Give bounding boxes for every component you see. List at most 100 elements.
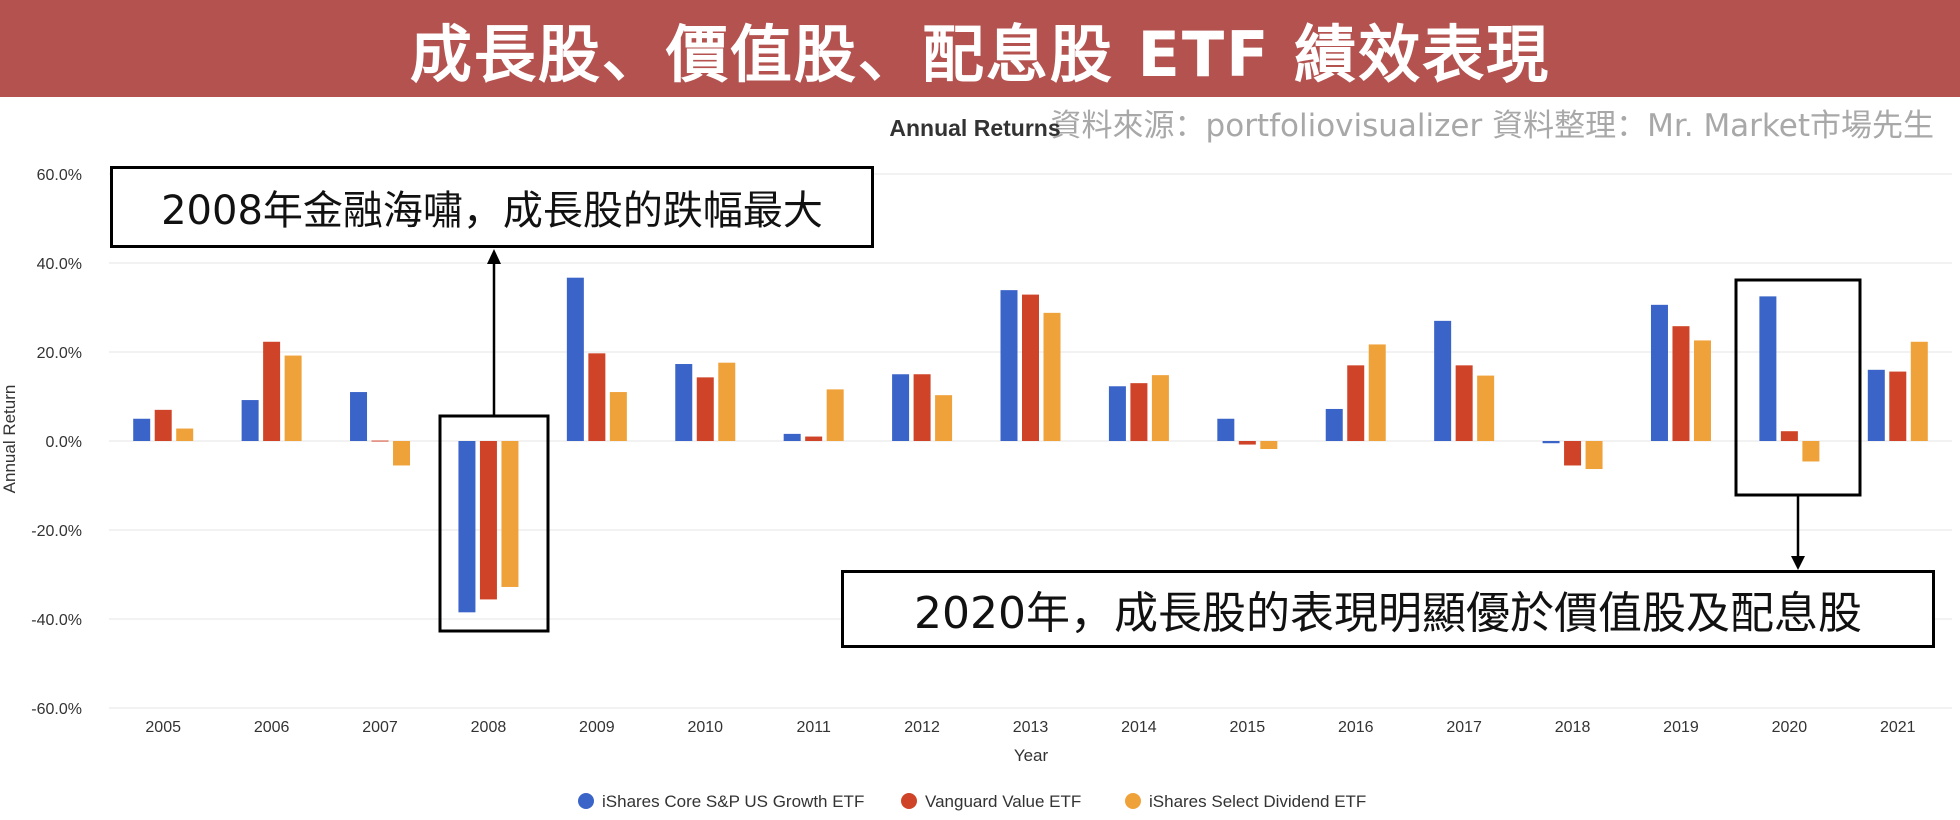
bar-2009-series-2[interactable] bbox=[588, 353, 606, 441]
bar-2008-series-2[interactable] bbox=[479, 441, 497, 600]
bar-2010-series-1[interactable] bbox=[675, 364, 693, 441]
bar-2021-series-2[interactable] bbox=[1889, 371, 1907, 441]
x-axis-label: Year bbox=[1014, 746, 1049, 765]
bar-2015-series-1[interactable] bbox=[1217, 418, 1235, 441]
y-tick-label: -40.0% bbox=[31, 612, 82, 629]
legend[interactable]: iShares Core S&P US Growth ETF Vanguard V… bbox=[578, 792, 1366, 811]
bar-2007-series-3[interactable] bbox=[393, 441, 411, 466]
x-tick-label: 2005 bbox=[145, 719, 181, 736]
bar-2020-series-3[interactable] bbox=[1802, 441, 1820, 462]
bar-2009-series-1[interactable] bbox=[566, 277, 584, 441]
bar-2018-series-3[interactable] bbox=[1585, 441, 1603, 470]
y-tick-label: 60.0% bbox=[37, 167, 82, 184]
title-banner: 成長股、價值股、配息股 ETF 績效表現 bbox=[0, 0, 1960, 97]
bar-2020-series-2[interactable] bbox=[1780, 431, 1798, 441]
y-tick-label: -20.0% bbox=[31, 523, 82, 540]
x-tick-label: 2014 bbox=[1121, 719, 1157, 736]
bar-2008-series-3[interactable] bbox=[501, 441, 519, 587]
bar-2013-series-2[interactable] bbox=[1022, 294, 1039, 441]
y-axis-label: Annual Return bbox=[0, 385, 19, 494]
page-title: 成長股、價值股、配息股 ETF 績效表現 bbox=[409, 17, 1551, 91]
legend-marker bbox=[578, 793, 594, 809]
legend-item-3[interactable]: iShares Select Dividend ETF bbox=[1125, 792, 1366, 811]
bar-2017-series-1[interactable] bbox=[1434, 320, 1452, 441]
bar-2016-series-2[interactable] bbox=[1347, 365, 1365, 441]
x-tick-label: 2010 bbox=[687, 719, 723, 736]
x-tick-label: 2020 bbox=[1772, 719, 1808, 736]
highlight-box-2020 bbox=[1734, 278, 1862, 497]
bar-2018-series-1[interactable] bbox=[1542, 441, 1560, 444]
x-tick-label: 2012 bbox=[904, 719, 940, 736]
bar-2006-series-2[interactable] bbox=[263, 341, 281, 441]
bar-2012-series-2[interactable] bbox=[913, 374, 931, 441]
bar-2011-series-2[interactable] bbox=[805, 436, 823, 441]
bar-2007-series-1[interactable] bbox=[350, 392, 368, 441]
bar-2006-series-3[interactable] bbox=[284, 355, 302, 441]
legend-label: iShares Core S&P US Growth ETF bbox=[602, 792, 864, 811]
x-tick-label: 2019 bbox=[1663, 719, 1699, 736]
legend-label: Vanguard Value ETF bbox=[925, 792, 1081, 811]
bar-2005-series-3[interactable] bbox=[176, 428, 194, 441]
bar-2018-series-2[interactable] bbox=[1564, 441, 1582, 466]
legend-label: iShares Select Dividend ETF bbox=[1149, 792, 1366, 811]
bar-2019-series-1[interactable] bbox=[1650, 304, 1668, 441]
bars bbox=[133, 277, 1928, 613]
arrow-head-2008 bbox=[487, 249, 501, 264]
x-tick-label: 2011 bbox=[796, 719, 831, 736]
bar-2015-series-3[interactable] bbox=[1260, 441, 1278, 450]
legend-item-1[interactable]: iShares Core S&P US Growth ETF bbox=[578, 792, 864, 811]
bar-2014-series-3[interactable] bbox=[1151, 375, 1169, 441]
x-tick-label: 2013 bbox=[1013, 719, 1049, 736]
bar-2012-series-1[interactable] bbox=[892, 374, 910, 441]
x-tick-label: 2009 bbox=[579, 719, 615, 736]
bar-2019-series-2[interactable] bbox=[1672, 326, 1690, 441]
bar-2017-series-3[interactable] bbox=[1477, 375, 1495, 441]
bar-2016-series-1[interactable] bbox=[1325, 408, 1343, 441]
chart-title: Annual Returns bbox=[889, 115, 1060, 141]
callout-2008: 2008年金融海嘯，成長股的跌幅最大 bbox=[110, 166, 874, 248]
bar-2005-series-2[interactable] bbox=[154, 409, 172, 441]
x-tick-label: 2016 bbox=[1338, 719, 1374, 736]
x-tick-label: 2006 bbox=[254, 719, 290, 736]
y-tick-label: -60.0% bbox=[31, 701, 82, 718]
y-tick-label: 40.0% bbox=[37, 256, 82, 273]
bar-2008-series-1[interactable] bbox=[458, 441, 476, 613]
bar-2012-series-3[interactable] bbox=[935, 395, 953, 441]
x-tick-label: 2021 bbox=[1880, 719, 1916, 736]
bar-2010-series-3[interactable] bbox=[718, 362, 736, 441]
bar-2020-series-1[interactable] bbox=[1759, 296, 1777, 441]
bar-2014-series-2[interactable] bbox=[1130, 383, 1148, 441]
bar-2009-series-3[interactable] bbox=[609, 392, 627, 441]
x-tick-label: 2008 bbox=[471, 719, 507, 736]
x-tick-label: 2015 bbox=[1230, 719, 1266, 736]
x-tick-label: 2018 bbox=[1555, 719, 1591, 736]
bar-2021-series-1[interactable] bbox=[1867, 369, 1885, 441]
bar-2011-series-1[interactable] bbox=[783, 433, 801, 441]
bar-2021-series-3[interactable] bbox=[1910, 341, 1928, 441]
bar-2010-series-2[interactable] bbox=[696, 377, 714, 441]
x-tick-label: 2007 bbox=[362, 719, 398, 736]
bar-2013-series-1[interactable] bbox=[1000, 290, 1018, 441]
arrow-head-2020 bbox=[1791, 556, 1805, 570]
bar-2016-series-3[interactable] bbox=[1368, 344, 1386, 441]
bar-2013-series-3[interactable] bbox=[1043, 312, 1061, 441]
source-note: 資料來源：portfoliovisualizer 資料整理：Mr. Market… bbox=[1050, 108, 1934, 144]
legend-item-2[interactable]: Vanguard Value ETF bbox=[901, 792, 1081, 811]
bar-2019-series-3[interactable] bbox=[1693, 340, 1711, 441]
bar-2005-series-1[interactable] bbox=[133, 418, 151, 441]
bar-2006-series-1[interactable] bbox=[241, 400, 259, 441]
bar-2017-series-2[interactable] bbox=[1455, 365, 1473, 441]
bar-2011-series-3[interactable] bbox=[826, 389, 844, 441]
bar-2007-series-2[interactable] bbox=[371, 440, 389, 442]
bar-2015-series-2[interactable] bbox=[1238, 441, 1256, 445]
y-tick-label: 0.0% bbox=[46, 434, 82, 451]
y-tick-label: 20.0% bbox=[37, 345, 82, 362]
callout-markers bbox=[438, 249, 1862, 633]
y-axis-ticks: 60.0% 40.0% 20.0% 0.0% -20.0% -40.0% -60.0% bbox=[31, 167, 82, 718]
x-axis-ticks: 2005 2006 2007 2008 2009 2010 2011 2012 2013 2014… bbox=[145, 719, 1915, 736]
callout-2020: 2020年，成長股的表現明顯優於價值股及配息股 bbox=[841, 570, 1935, 648]
bar-2014-series-1[interactable] bbox=[1108, 386, 1126, 441]
x-tick-label: 2017 bbox=[1446, 719, 1482, 736]
legend-marker bbox=[901, 793, 917, 809]
